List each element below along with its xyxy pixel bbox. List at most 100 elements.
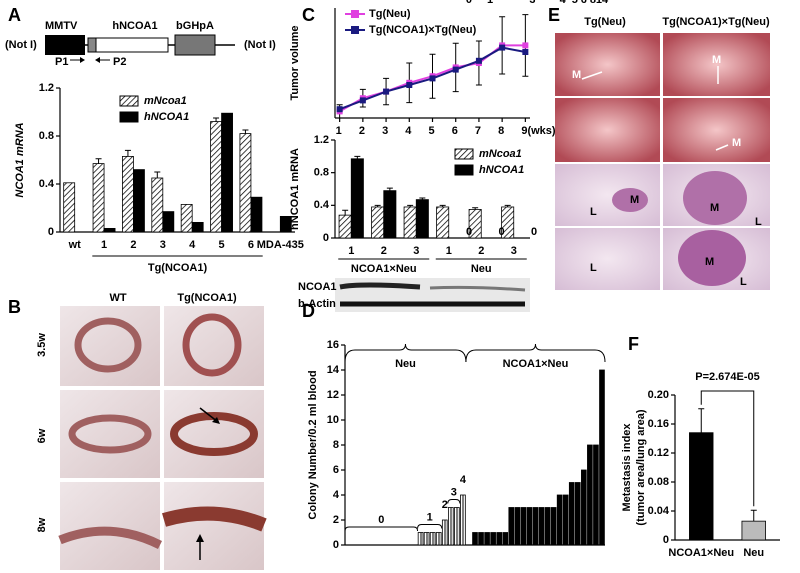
- marker: [452, 66, 459, 73]
- image-label: M: [712, 54, 721, 66]
- bar: [162, 211, 175, 233]
- y-tick-label: 0.16: [648, 418, 669, 430]
- x-tick-label: Neu: [743, 547, 764, 559]
- bar: [403, 206, 417, 239]
- x-tick-label: 3: [413, 245, 419, 257]
- bar: [122, 155, 134, 233]
- column-header: Tg(NCOA1): [177, 292, 237, 304]
- bar: [350, 158, 364, 239]
- value-label: 0: [531, 226, 537, 238]
- y-tick-label: 0: [333, 539, 339, 551]
- legend-label: mNcoa1: [479, 148, 522, 160]
- annotation: 4: [560, 0, 567, 6]
- legend-label: Tg(NCOA1)×Tg(Neu): [369, 24, 477, 36]
- legend-swatch: [351, 10, 359, 18]
- y-axis-label: Colony Number/0.2 ml blood: [307, 370, 319, 519]
- marker: [499, 44, 506, 51]
- value-label: 0: [466, 226, 472, 238]
- legend-label: mNcoa1: [144, 95, 187, 107]
- bar: [92, 163, 105, 233]
- y-tick-label: 0.4: [39, 178, 55, 190]
- bar: [279, 215, 292, 233]
- x-tick-label: NCOA1×Neu: [668, 547, 734, 559]
- bar: [250, 196, 263, 233]
- panel-label: B: [8, 297, 21, 317]
- error-bar: [354, 155, 361, 159]
- marker: [475, 57, 482, 64]
- x-tick-label: 2: [381, 245, 387, 257]
- y-tick-label: 0.08: [648, 476, 669, 488]
- bar: [103, 227, 116, 233]
- gene: hNCOA1: [112, 20, 157, 32]
- bar: [562, 494, 569, 546]
- group-label: NCOA1×Neu: [503, 358, 569, 370]
- primer: P2: [113, 56, 126, 68]
- x-tick-label: 2: [130, 239, 136, 251]
- error-bar: [342, 209, 349, 216]
- y-tick-label: 0.8: [314, 167, 329, 179]
- panel-label: D: [302, 301, 315, 321]
- y-tick-label: 1.2: [314, 134, 329, 146]
- group-label: Neu: [395, 358, 416, 370]
- marker: [383, 88, 390, 95]
- annotation: 0: [466, 0, 472, 6]
- y-axis-label: Tumor volume: [289, 26, 301, 101]
- error-bar: [472, 207, 479, 210]
- legend-swatch: [119, 95, 139, 107]
- column-header: Tg(Neu): [584, 16, 626, 28]
- marker: [522, 42, 529, 49]
- bracket: [417, 524, 443, 529]
- bar: [741, 520, 766, 541]
- bar: [520, 507, 527, 546]
- y-tick-label: 14: [327, 364, 340, 376]
- end: (Not I): [5, 39, 37, 51]
- y-tick-label: 2: [333, 514, 339, 526]
- bar: [544, 507, 551, 546]
- bar: [599, 369, 605, 546]
- bar: [478, 532, 484, 546]
- bracket: [344, 526, 419, 532]
- x-tick-label: 7: [475, 125, 481, 137]
- error-bar: [95, 158, 102, 164]
- significance-bracket: [700, 390, 755, 507]
- row-header: 8w: [36, 517, 48, 532]
- bar: [689, 432, 714, 541]
- column-header: Tg(NCOA1)×Tg(Neu): [662, 16, 770, 28]
- y-tick-label: 0.04: [648, 505, 670, 517]
- y-tick-label: 0.8: [39, 130, 54, 142]
- x-tick-label: wt: [68, 239, 82, 251]
- x-tick-label: 3: [382, 125, 388, 137]
- annotation: 1: [487, 0, 493, 6]
- y-axis-label: NCOA1 mRNA: [14, 122, 26, 197]
- marker: [522, 49, 529, 55]
- x-tick-label: 1: [101, 239, 107, 251]
- error-bar: [419, 197, 426, 200]
- y-tick-label: 4: [333, 489, 340, 501]
- bar: [508, 507, 515, 546]
- bar: [423, 532, 430, 546]
- construct: MMTV hNCOA1 bGHpA (Not I) (Not I) P1 P2: [5, 20, 276, 68]
- y-axis-label: hNCOA1 mRNA: [289, 148, 301, 230]
- error-bar: [374, 204, 381, 207]
- annotation: 2: [442, 499, 448, 511]
- row-header: 3.5w: [36, 333, 48, 357]
- x-tick-label: 5: [219, 239, 225, 251]
- y-tick-label: 16: [327, 339, 339, 351]
- bar: [550, 507, 557, 546]
- bar: [502, 532, 509, 546]
- annotation: 5: [572, 0, 578, 6]
- promoter: MMTV: [45, 20, 78, 32]
- annotation: 4: [460, 474, 467, 486]
- polya: bGHpA: [176, 20, 214, 32]
- image-label: M: [732, 137, 741, 149]
- image-label: L: [590, 262, 597, 274]
- x-tick-label: 4: [189, 239, 196, 251]
- annotation: 6: [581, 0, 587, 6]
- bar: [417, 532, 424, 546]
- bar: [490, 532, 496, 546]
- image-label: M: [630, 194, 639, 206]
- value-label: 0: [498, 226, 504, 238]
- bar: [593, 444, 599, 546]
